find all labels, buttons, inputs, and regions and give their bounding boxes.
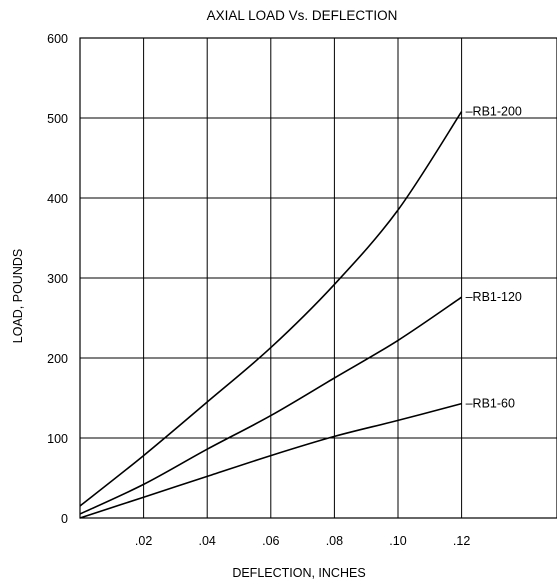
y-tick-label-3: 300	[47, 272, 68, 286]
y-tick-labels: 0 100 200 300 400 500 600	[47, 32, 68, 526]
x-tick-label-2: .06	[262, 534, 279, 548]
series-lines	[79, 111, 463, 519]
series-labels: –RB1-200 –RB1-120 –RB1-60	[466, 105, 522, 411]
y-tick-label-0: 0	[61, 512, 68, 526]
x-tick-label-5: .12	[453, 534, 470, 548]
y-tick-label-2: 200	[47, 352, 68, 366]
x-tick-label-1: .04	[199, 534, 216, 548]
x-tick-labels: .02 .04 .06 .08 .10 .12	[135, 534, 470, 548]
chart-title: AXIAL LOAD Vs. DEFLECTION	[207, 8, 398, 23]
series-line-0	[79, 111, 463, 507]
y-tick-label-1: 100	[47, 432, 68, 446]
series-label-2: –RB1-60	[466, 397, 515, 411]
x-tick-label-4: .10	[389, 534, 406, 548]
x-tick-label-0: .02	[135, 534, 152, 548]
y-tick-label-5: 500	[47, 112, 68, 126]
x-axis-title: DEFLECTION, INCHES	[232, 566, 365, 579]
series-line-2	[79, 402, 462, 519]
series-line-1	[79, 296, 463, 515]
x-tick-label-3: .08	[326, 534, 343, 548]
grid	[80, 38, 557, 518]
plot-frame	[79, 37, 557, 519]
y-axis-title: LOAD, POUNDS	[11, 249, 25, 343]
series-label-1: –RB1-120	[466, 290, 522, 304]
y-tick-label-4: 400	[47, 192, 68, 206]
y-tick-label-6: 600	[47, 32, 68, 46]
series-label-0: –RB1-200	[466, 105, 522, 119]
